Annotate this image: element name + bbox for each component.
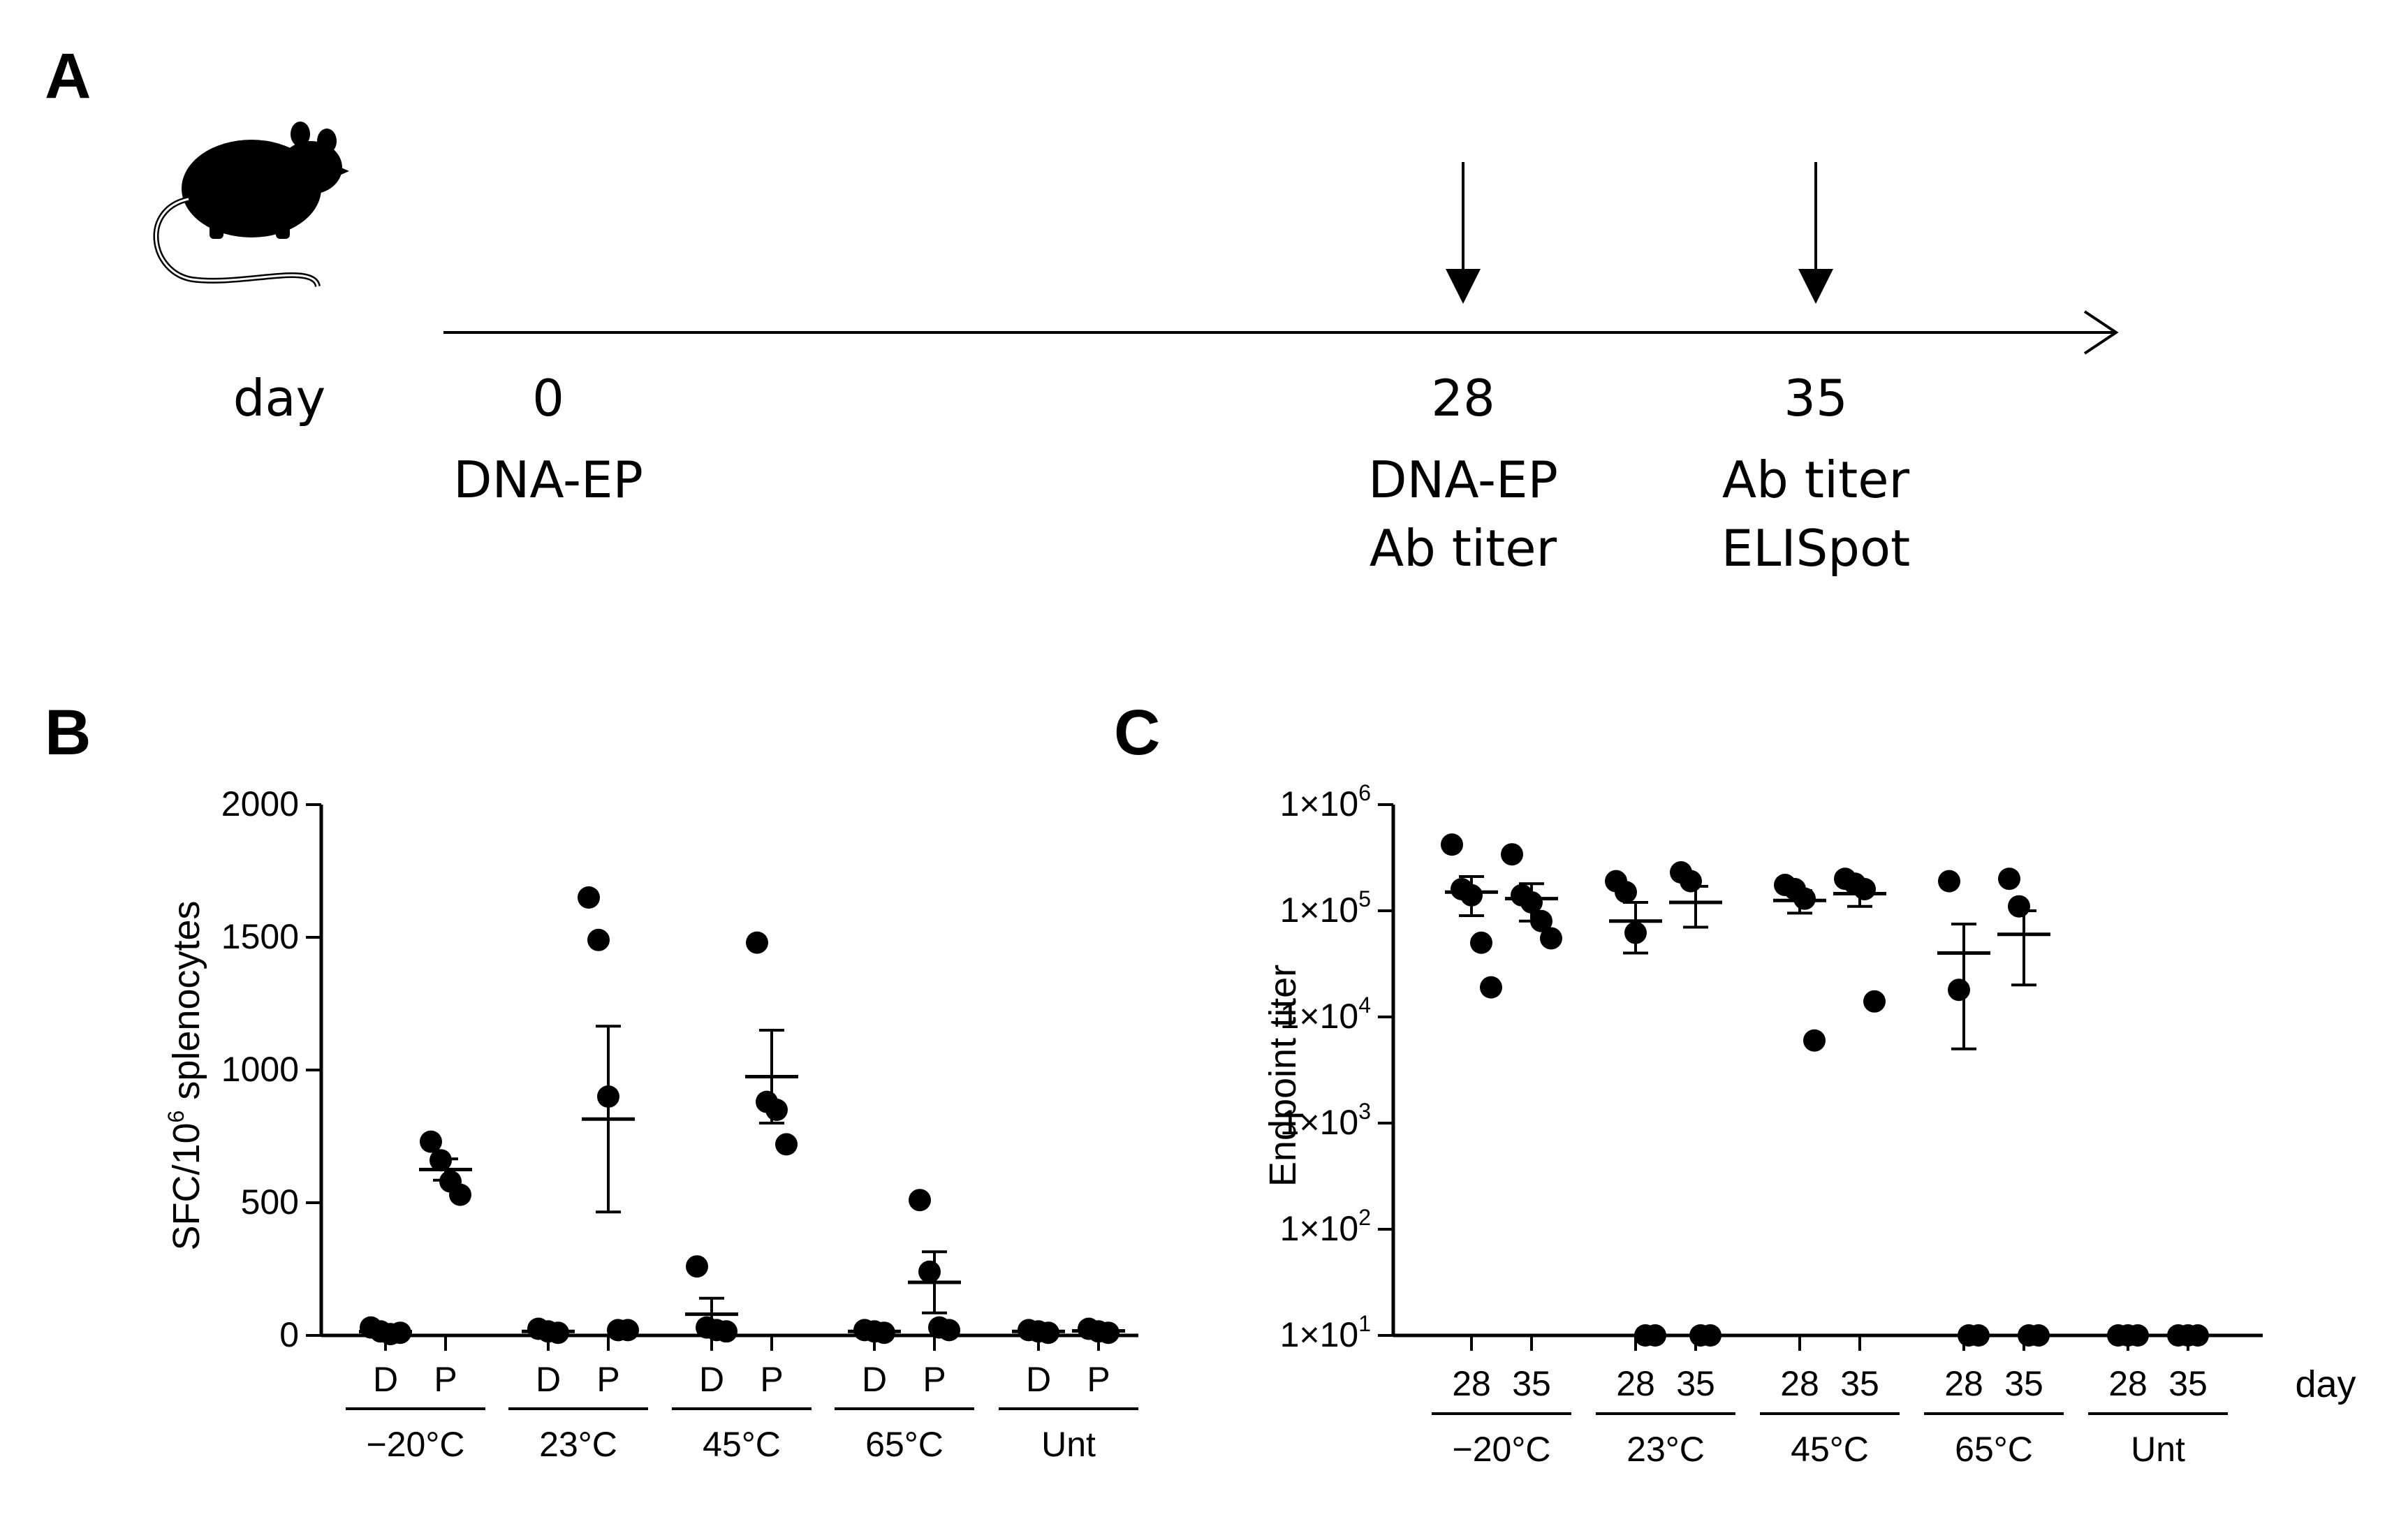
- data-point: [746, 931, 768, 954]
- x-category-label: D: [536, 1360, 561, 1399]
- data-point: [420, 1130, 442, 1153]
- data-point: [1644, 1324, 1666, 1347]
- data-point: [775, 1133, 798, 1156]
- data-point: [1967, 1324, 1990, 1347]
- x-category-label: 28: [1780, 1364, 1819, 1403]
- data-point: [909, 1189, 931, 1212]
- timeline-arrow-28: [1446, 269, 1481, 304]
- x-category-label: D: [1026, 1360, 1051, 1399]
- data-point: [1803, 1029, 1826, 1052]
- data-point: [1938, 870, 1960, 893]
- y-axis-title: SFC/106 splenocytes: [163, 900, 207, 1250]
- data-point: [1441, 833, 1463, 856]
- data-point: [1680, 870, 1702, 893]
- y-tick-label: 1×102: [1280, 1205, 1371, 1248]
- data-point: [1863, 990, 1886, 1013]
- data-point: [1480, 976, 1502, 999]
- timeline-day-label: day: [233, 369, 325, 427]
- timeline-arrowhead: [2083, 310, 2119, 355]
- y-tick-label: 1000: [221, 1050, 299, 1089]
- data-point: [449, 1183, 471, 1206]
- timeline-event-35-1: ELISpot: [1721, 519, 1911, 578]
- x-category-label: P: [1087, 1360, 1110, 1399]
- data-point: [765, 1099, 788, 1121]
- data-point: [617, 1319, 639, 1342]
- group-label: 45°C: [703, 1425, 781, 1464]
- y-tick-label: 1×106: [1280, 780, 1371, 823]
- group-label: 23°C: [1627, 1430, 1705, 1469]
- timeline-arrow-35: [1798, 269, 1833, 304]
- y-tick-label: 1×101: [1280, 1311, 1371, 1354]
- timeline-event-35-0: Ab titer: [1722, 450, 1910, 509]
- y-tick-label: 1×105: [1280, 886, 1371, 930]
- y-tick-label: 1×103: [1280, 1099, 1371, 1142]
- group-label: −20°C: [1453, 1430, 1551, 1469]
- x-category-label: 35: [1840, 1364, 1879, 1403]
- y-tick-label: 2000: [221, 784, 299, 823]
- x-category-label: D: [862, 1360, 887, 1399]
- x-category-label: 28: [2108, 1364, 2148, 1403]
- panel-a: A day 0 DNA-EP 28 DNA-EP Ab titer 35 Ab titer E…: [45, 41, 2119, 578]
- data-point: [2008, 895, 2030, 918]
- timeline-day-28: 28: [1431, 369, 1495, 427]
- timeline-event-28-0: DNA-EP: [1368, 450, 1558, 509]
- data-point: [918, 1260, 941, 1283]
- data-point: [1948, 979, 1970, 1002]
- x-category-label: P: [434, 1360, 457, 1399]
- group-label: −20°C: [367, 1425, 465, 1464]
- data-point: [686, 1255, 708, 1278]
- data-point: [1470, 931, 1492, 954]
- mouse-icon: [153, 122, 349, 288]
- x-category-label: 28: [1616, 1364, 1655, 1403]
- group-label: Unt: [1041, 1425, 1096, 1464]
- data-point: [938, 1319, 960, 1342]
- panel-c: C 1×101 1×102 1×103 1×104 1×105 1×106 28 35 −20°…: [1114, 697, 2356, 1469]
- data-point: [1615, 881, 1637, 904]
- x-category-label: D: [373, 1360, 398, 1399]
- timeline-event-0-0: DNA-EP: [453, 450, 643, 509]
- panel-c-label: C: [1114, 697, 1160, 768]
- x-category-label: 35: [1512, 1364, 1551, 1403]
- timeline-days: 0 DNA-EP 28 DNA-EP Ab titer 35 Ab titer ELISpot: [453, 162, 1910, 578]
- group-label: Unt: [2131, 1430, 2185, 1469]
- panel-a-label: A: [45, 41, 91, 112]
- data-point: [1540, 927, 1562, 950]
- x-category-label: P: [923, 1360, 946, 1399]
- timeline-event-28-1: Ab titer: [1370, 519, 1557, 578]
- group-label: 65°C: [865, 1425, 944, 1464]
- y-tick-label: 1500: [221, 917, 299, 956]
- x-category-label: 28: [1944, 1364, 1983, 1403]
- x-axis-unit: day: [2295, 1363, 2356, 1405]
- x-category-label: D: [699, 1360, 724, 1399]
- data-point: [578, 886, 600, 909]
- y-tick-label: 0: [279, 1315, 299, 1354]
- data-point: [1998, 867, 2020, 891]
- group-label: 23°C: [539, 1425, 617, 1464]
- panel-b-label: B: [45, 697, 91, 768]
- timeline-day-35: 35: [1784, 369, 1848, 427]
- x-category-label: P: [760, 1360, 783, 1399]
- y-tick-label: 500: [241, 1182, 299, 1222]
- data-point: [715, 1320, 737, 1343]
- x-category-label: 28: [1452, 1364, 1491, 1403]
- data-point: [1699, 1324, 1721, 1347]
- group-label: 45°C: [1791, 1430, 1869, 1469]
- x-category-label: 35: [1676, 1364, 1715, 1403]
- data-point: [1501, 843, 1523, 866]
- y-axis-title: Endpoint titer: [1262, 965, 1304, 1187]
- x-category-label: 35: [2168, 1364, 2208, 1403]
- chart-c: 1×101 1×102 1×103 1×104 1×105 1×106 28 35 −20°C 2…: [1262, 780, 2356, 1469]
- group-label: 65°C: [1955, 1430, 2033, 1469]
- data-point: [1853, 877, 1876, 900]
- data-point: [587, 928, 610, 951]
- y-tick-label: 1×104: [1280, 992, 1371, 1036]
- timeline-day-0: 0: [532, 369, 564, 427]
- data-point: [2027, 1324, 2050, 1347]
- x-category-label: 35: [2004, 1364, 2043, 1403]
- x-category-label: P: [596, 1360, 619, 1399]
